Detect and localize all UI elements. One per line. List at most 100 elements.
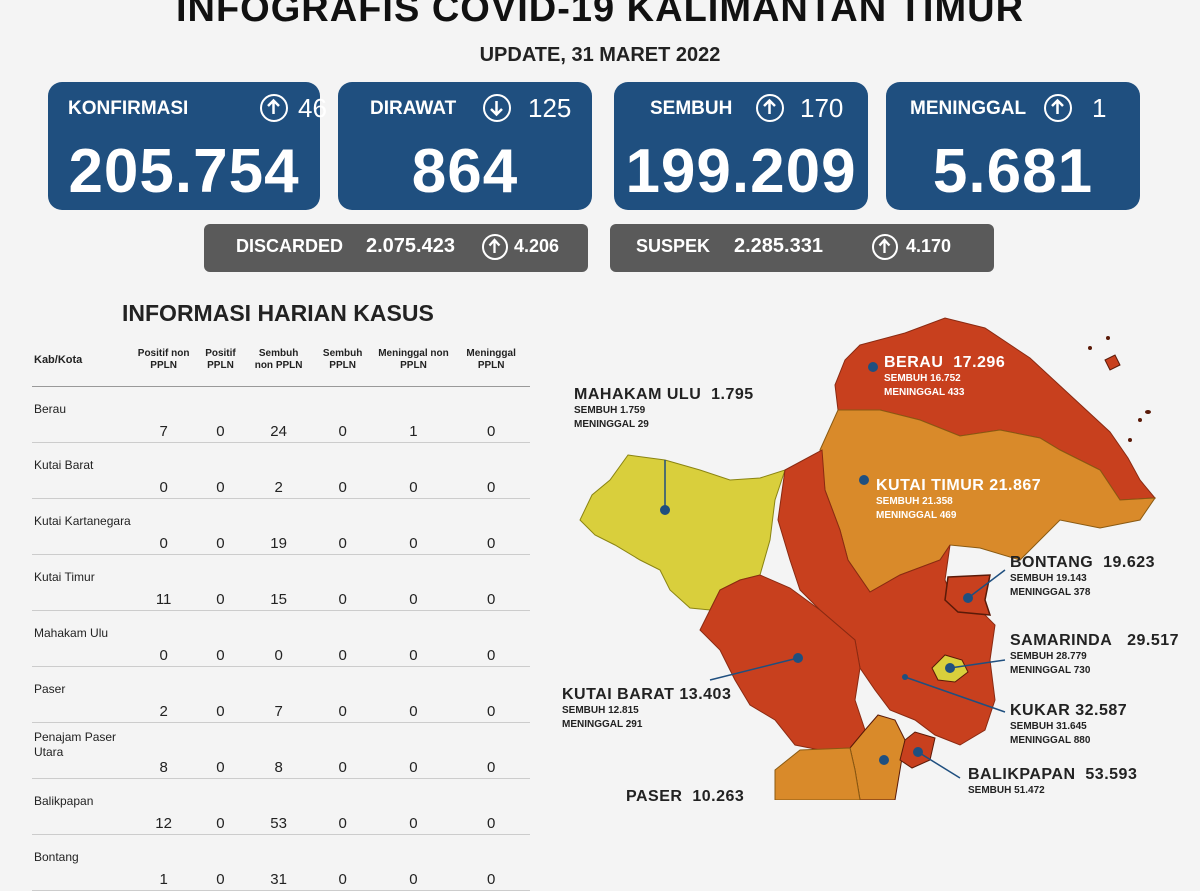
table-row: Berau 7 0 24 0 1 0 bbox=[32, 386, 530, 443]
cell-value: 0 bbox=[374, 722, 453, 779]
cell-value: 0 bbox=[194, 722, 247, 779]
cell-value: 0 bbox=[452, 722, 530, 779]
suspek-delta: 4.170 bbox=[906, 236, 952, 256]
table-row: Kutai Timur 11 0 15 0 0 0 bbox=[32, 554, 530, 611]
discarded-label: DISCARDED bbox=[236, 236, 344, 256]
label-kukar: KUKAR 32.587 SEMBUH 31.645 MENINGGAL 880 bbox=[1010, 702, 1127, 748]
card-delta: 1 bbox=[1092, 93, 1107, 123]
label-paser: PASER 10.263 bbox=[626, 788, 744, 806]
suspek-label: SUSPEK bbox=[636, 236, 711, 256]
cell-value: 24 bbox=[246, 386, 311, 443]
cell-value: 8 bbox=[132, 722, 195, 779]
card-label: KONFIRMASI bbox=[68, 98, 189, 119]
region-total: 29.517 bbox=[1127, 632, 1180, 649]
cell-kab-kota: Bontang bbox=[32, 834, 133, 891]
region-dot bbox=[913, 747, 923, 757]
label-berau: BERAU 17.296 SEMBUH 16.752 MENINGGAL 433 bbox=[884, 354, 1005, 400]
col-header: Positif PPLN bbox=[194, 334, 247, 387]
cell-value: 0 bbox=[452, 610, 530, 667]
cell-kab-kota: Penajam Paser Utara bbox=[32, 722, 133, 779]
card-value: 199.209 bbox=[625, 137, 857, 206]
region-dot bbox=[945, 663, 955, 673]
island bbox=[1145, 410, 1151, 414]
cell-value: 0 bbox=[194, 834, 247, 891]
dirawat-card: DIRAWAT 125 864 bbox=[338, 82, 592, 210]
discarded-bar: DISCARDED 2.075.423 4.206 bbox=[204, 224, 588, 272]
discarded-delta: 4.206 bbox=[514, 236, 560, 256]
cell-value: 2 bbox=[132, 666, 195, 723]
cell-value: 0 bbox=[310, 498, 375, 555]
col-header: Kab/Kota bbox=[32, 334, 133, 387]
cell-value: 11 bbox=[132, 554, 195, 611]
kaltim-map bbox=[579, 317, 1157, 800]
arrow-up-icon bbox=[482, 234, 508, 260]
region-total: 13.403 bbox=[679, 686, 732, 703]
cell-value: 7 bbox=[132, 386, 195, 443]
cell-value: 0 bbox=[452, 834, 530, 891]
region-total: 1.795 bbox=[711, 386, 754, 403]
cell-value: 0 bbox=[452, 666, 530, 723]
card-delta: 46 bbox=[298, 93, 327, 123]
label-kutai-barat: KUTAI BARAT 13.403 SEMBUH 12.815 MENINGG… bbox=[562, 686, 731, 732]
table-row: Kutai Barat 0 0 2 0 0 0 bbox=[32, 442, 530, 499]
cell-value: 7 bbox=[246, 666, 311, 723]
region-dot bbox=[660, 505, 670, 515]
card-label: MENINGGAL bbox=[910, 98, 1027, 119]
leader-line bbox=[709, 657, 799, 681]
region-dot bbox=[859, 475, 869, 485]
table-row: Mahakam Ulu 0 0 0 0 0 0 bbox=[32, 610, 530, 667]
cell-value: 0 bbox=[374, 442, 453, 499]
cell-value: 0 bbox=[194, 666, 247, 723]
arrow-up-icon bbox=[756, 94, 784, 122]
region-meninggal: MENINGGAL 378 bbox=[1010, 587, 1091, 598]
cell-value: 0 bbox=[374, 610, 453, 667]
cell-value: 0 bbox=[194, 610, 247, 667]
region-meninggal: MENINGGAL 730 bbox=[1010, 665, 1091, 676]
cell-kab-kota: Kutai Kartanegara bbox=[32, 498, 133, 555]
leader-line bbox=[949, 659, 1006, 669]
col-header: Meninggal PPLN bbox=[452, 334, 530, 387]
region-sembuh: SEMBUH 12.815 bbox=[562, 705, 639, 716]
col-header: Positif non PPLN bbox=[132, 334, 195, 387]
region-paser bbox=[774, 747, 861, 800]
label-samarinda: SAMARINDA 29.517 SEMBUH 28.779 MENINGGAL… bbox=[1010, 632, 1179, 678]
region-dot bbox=[902, 674, 908, 680]
cell-kab-kota: Kutai Barat bbox=[32, 442, 133, 499]
region-sembuh: SEMBUH 31.645 bbox=[1010, 721, 1087, 732]
cell-kab-kota: Paser bbox=[32, 666, 133, 723]
cell-value: 15 bbox=[246, 554, 311, 611]
table-row: Kutai Kartanegara 0 0 19 0 0 0 bbox=[32, 498, 530, 555]
discarded-value: 2.075.423 bbox=[366, 235, 455, 257]
cell-value: 0 bbox=[310, 610, 375, 667]
region-sembuh: SEMBUH 1.759 bbox=[574, 405, 646, 416]
region-sembuh: SEMBUH 51.472 bbox=[968, 785, 1045, 796]
region-sembuh: SEMBUH 19.143 bbox=[1010, 573, 1087, 584]
region-name: PASER bbox=[626, 788, 683, 805]
table-row: Bontang 1 0 31 0 0 0 bbox=[32, 834, 530, 891]
region-meninggal: MENINGGAL 433 bbox=[884, 387, 965, 398]
label-mahakam-ulu: MAHAKAM ULU 1.795 SEMBUH 1.759 MENINGGAL… bbox=[574, 386, 754, 432]
region-meninggal: MENINGGAL 29 bbox=[574, 419, 649, 430]
region-total: 19.623 bbox=[1103, 554, 1156, 571]
card-delta: 125 bbox=[528, 93, 572, 123]
region-sembuh: SEMBUH 21.358 bbox=[876, 496, 953, 507]
col-header: Sembuh PPLN bbox=[310, 334, 375, 387]
table-header-row: Kab/Kota Positif non PPLN Positif PPLN S… bbox=[32, 334, 530, 387]
cell-value: 0 bbox=[132, 442, 195, 499]
leader-line bbox=[917, 751, 961, 779]
col-header: Sembuh non PPLN bbox=[246, 334, 311, 387]
cell-value: 0 bbox=[452, 554, 530, 611]
region-dot bbox=[963, 593, 973, 603]
region-total: 17.296 bbox=[953, 354, 1006, 371]
cell-kab-kota: Kutai Timur bbox=[32, 554, 133, 611]
cell-value: 0 bbox=[194, 386, 247, 443]
cell-value: 1 bbox=[132, 834, 195, 891]
page-title: INFOGRAFIS COVID-19 KALIMANTAN TIMUR bbox=[175, 0, 1025, 30]
arrow-up-icon bbox=[260, 94, 288, 122]
card-value: 5.681 bbox=[932, 137, 1094, 206]
card-value: 205.754 bbox=[68, 137, 300, 206]
arrow-up-icon bbox=[872, 234, 898, 260]
cell-value: 0 bbox=[452, 386, 530, 443]
card-delta: 170 bbox=[800, 93, 844, 123]
cell-kab-kota: Mahakam Ulu bbox=[32, 610, 133, 667]
